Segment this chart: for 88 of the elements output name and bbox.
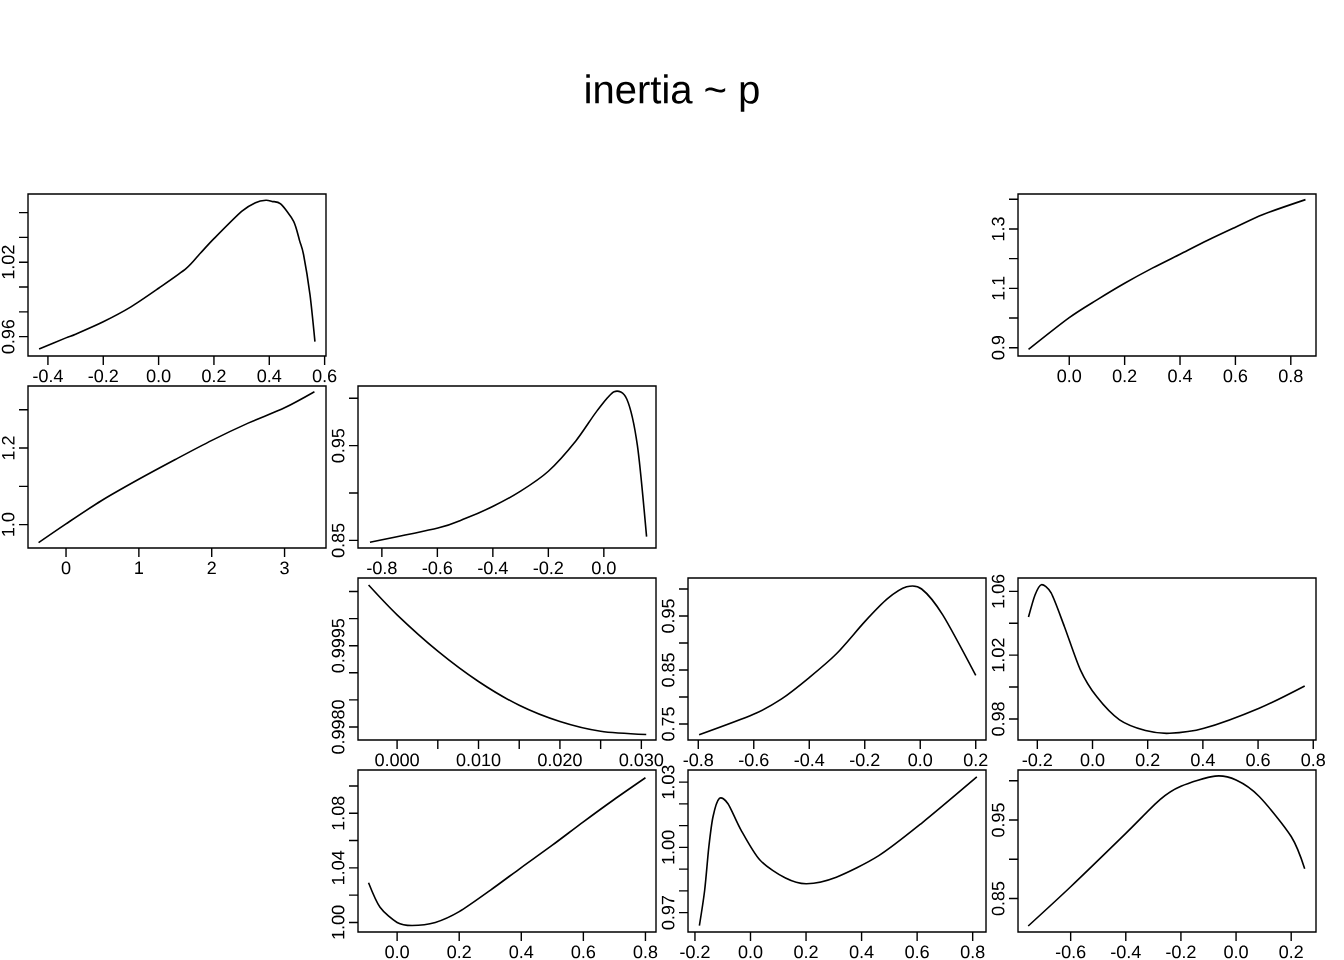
x-tick-label: 0.0 (1057, 369, 1082, 383)
x-tick-label: 1 (135, 561, 143, 574)
line-series (698, 776, 978, 927)
y-tick-label: 1.08 (331, 796, 345, 830)
x-tick-label: 0.0 (146, 369, 171, 383)
y-tick-label: 1.02 (991, 638, 1005, 672)
chart-title: inertia ~ p (586, 74, 759, 112)
x-tick-label: 0.2 (202, 369, 226, 383)
line-series (1027, 583, 1306, 735)
x-tick-label: 0.4 (1168, 369, 1193, 383)
x-tick-label: 0.6 (905, 945, 929, 959)
line-series (369, 390, 648, 544)
x-tick-label: 2 (207, 561, 216, 575)
x-tick-label: 0.8 (1301, 753, 1325, 767)
x-tick-label: 0.0 (1080, 753, 1105, 767)
y-tick-label: 0.95 (991, 803, 1005, 837)
x-tick-label: 0.2 (1112, 369, 1137, 383)
y-tick-label: 0.9980 (331, 700, 345, 754)
y-tick-label: 1.3 (991, 217, 1005, 241)
line-series (698, 585, 977, 736)
x-tick-label: -0.2 (1166, 945, 1196, 959)
x-tick-label: 0.6 (1223, 369, 1248, 383)
y-tick-label: 0.85 (331, 523, 345, 558)
y-tick-label: 0.98 (991, 702, 1005, 736)
x-tick-label: 0.0 (592, 561, 616, 575)
y-tick-label: 1.02 (1, 245, 15, 279)
x-tick-label: -0.2 (680, 945, 710, 959)
y-tick-label: 1.0 (1, 512, 15, 536)
x-tick-label: 0.0 (385, 945, 409, 959)
y-tick-label: 0.85 (991, 881, 1005, 916)
x-tick-label: 0.4 (1191, 753, 1215, 767)
x-tick-label: 0.0 (908, 753, 933, 767)
x-tick-label: -0.6 (422, 561, 453, 575)
x-tick-label: 0.010 (456, 753, 501, 767)
x-tick-label: 0.6 (571, 945, 596, 959)
y-tick-label: 0.96 (1, 319, 15, 354)
y-tick-label: 1.2 (1, 436, 15, 460)
x-tick-label: 0.2 (963, 753, 988, 767)
y-tick-label: 0.97 (661, 896, 675, 930)
x-tick-label: -0.2 (533, 561, 563, 575)
line-series (1027, 775, 1306, 927)
x-tick-label: 0.4 (509, 945, 534, 959)
x-tick-label: 0.000 (375, 753, 419, 767)
x-tick-label: -0.4 (33, 369, 63, 383)
x-tick-label: 0.4 (849, 945, 874, 959)
y-tick-label: 1.03 (661, 765, 675, 799)
line-series (367, 584, 648, 736)
x-tick-label: -0.8 (683, 753, 714, 767)
y-tick-label: 1.04 (331, 850, 345, 884)
x-tick-label: 0.8 (633, 945, 658, 959)
x-tick-label: 0.6 (1246, 753, 1270, 767)
x-tick-label: 0 (61, 561, 71, 575)
x-tick-label: 0.2 (1135, 753, 1160, 767)
x-tick-label: 0.0 (738, 945, 763, 959)
y-tick-label: 0.9 (991, 336, 1005, 360)
y-tick-label: 0.95 (661, 599, 675, 633)
line-series (367, 776, 647, 927)
x-tick-label: -0.2 (850, 753, 880, 767)
x-tick-label: 0.030 (619, 753, 664, 767)
x-tick-label: -0.2 (1022, 753, 1052, 767)
x-tick-label: -0.4 (1111, 945, 1141, 959)
x-tick-label: 0.4 (257, 369, 282, 383)
line-series (1027, 198, 1307, 351)
x-tick-label: -0.4 (478, 561, 508, 575)
y-tick-label: 0.85 (661, 653, 675, 687)
x-tick-label: 0.2 (794, 945, 818, 959)
x-tick-label: -0.4 (794, 753, 825, 767)
x-tick-label: -0.6 (739, 753, 769, 767)
x-tick-label: 0.2 (1279, 945, 1303, 959)
x-tick-label: 0.8 (960, 945, 985, 959)
y-tick-label: 0.95 (331, 428, 345, 463)
x-tick-label: -0.2 (88, 369, 118, 383)
x-tick-label: 0.2 (447, 945, 471, 959)
y-tick-label: 1.00 (661, 830, 675, 864)
y-tick-label: 1.00 (331, 905, 345, 939)
x-tick-label: 3 (280, 561, 289, 575)
x-tick-label: -0.8 (367, 561, 397, 575)
y-tick-label: 1.1 (992, 276, 1005, 300)
line-series (37, 390, 316, 544)
x-tick-label: -0.6 (1055, 945, 1086, 959)
x-tick-label: 0.0 (1224, 945, 1248, 959)
x-tick-label: 0.020 (538, 753, 582, 767)
y-tick-label: 0.9995 (331, 618, 345, 673)
x-tick-label: 0.8 (1279, 369, 1303, 383)
line-series (38, 199, 316, 350)
y-tick-label: 0.75 (661, 707, 675, 741)
x-tick-label: 0.6 (312, 369, 337, 383)
y-tick-label: 1.06 (991, 574, 1005, 608)
